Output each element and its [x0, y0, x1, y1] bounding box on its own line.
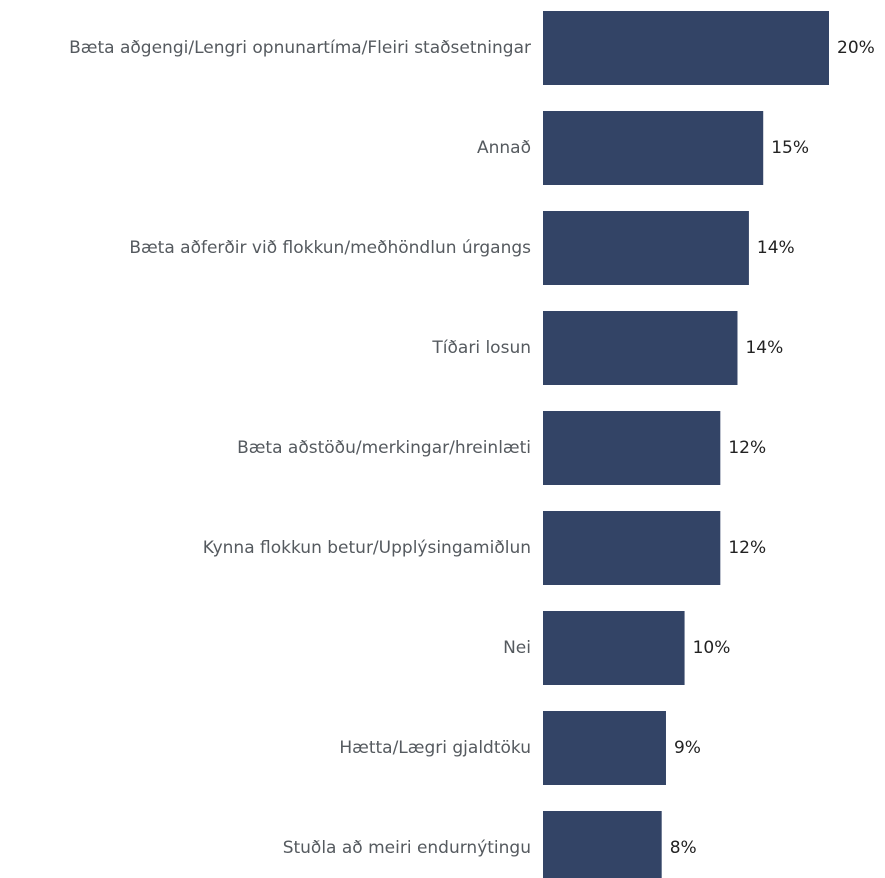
category-label: Kynna flokkun betur/Upplýsingamiðlun — [203, 538, 531, 558]
bar — [543, 511, 721, 585]
bar — [543, 111, 764, 185]
category-label: Annað — [477, 138, 531, 158]
bar — [543, 411, 721, 485]
value-label: 20% — [837, 38, 875, 58]
value-label: 12% — [728, 438, 766, 458]
value-label: 8% — [670, 838, 697, 858]
bar — [543, 311, 738, 385]
bar — [543, 611, 685, 685]
bar — [543, 711, 666, 785]
category-label: Tíðari losun — [431, 338, 531, 358]
category-label: Stuðla að meiri endurnýtingu — [283, 838, 531, 858]
category-label: Bæta aðgengi/Lengri opnunartíma/Fleiri s… — [69, 38, 531, 58]
bar — [543, 811, 662, 878]
category-label: Nei — [503, 638, 531, 658]
value-label: 10% — [693, 638, 731, 658]
category-label: Bæta aðferðir við flokkun/meðhöndlun úrg… — [129, 238, 531, 258]
category-label: Hætta/Lægri gjaldtöku — [339, 738, 531, 758]
value-label: 15% — [771, 138, 809, 158]
value-label: 14% — [757, 238, 795, 258]
bar — [543, 211, 749, 285]
value-label: 14% — [745, 338, 783, 358]
bar — [543, 11, 829, 85]
category-label: Bæta aðstöðu/merkingar/hreinlæti — [237, 438, 531, 458]
value-label: 12% — [728, 538, 766, 558]
value-label: 9% — [674, 738, 701, 758]
